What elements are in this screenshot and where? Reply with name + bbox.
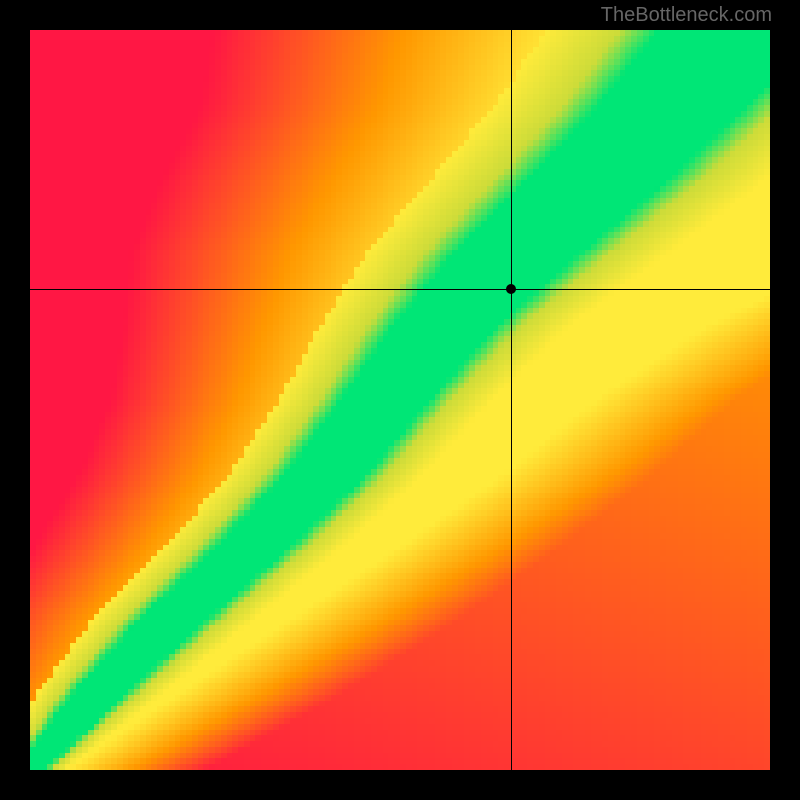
crosshair-vertical <box>511 30 512 770</box>
crosshair-marker <box>506 284 516 294</box>
heatmap-canvas <box>30 30 770 770</box>
crosshair-horizontal <box>30 289 770 290</box>
watermark-text: TheBottleneck.com <box>601 4 772 27</box>
heatmap-plot-area <box>30 30 770 770</box>
